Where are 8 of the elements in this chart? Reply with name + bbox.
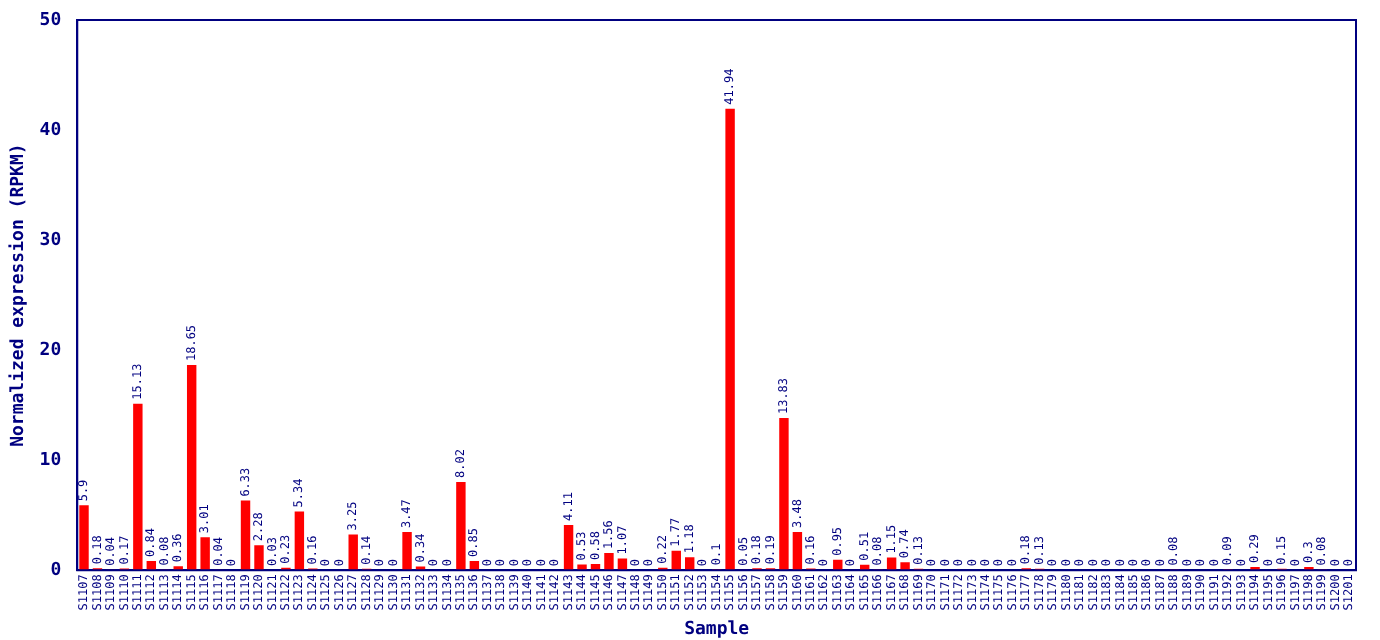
x-axis-title: Sample xyxy=(684,619,751,640)
y-tick-label: 30 xyxy=(39,230,62,251)
y-tick-label: 20 xyxy=(39,340,62,361)
y-tick-label: 10 xyxy=(39,450,62,471)
y-tick-label: 0 xyxy=(50,560,62,581)
y-tick-label: 40 xyxy=(39,120,62,141)
y-tick-label: 50 xyxy=(39,10,62,31)
y-axis-title: Normalized expression (RPKM) xyxy=(7,143,30,447)
